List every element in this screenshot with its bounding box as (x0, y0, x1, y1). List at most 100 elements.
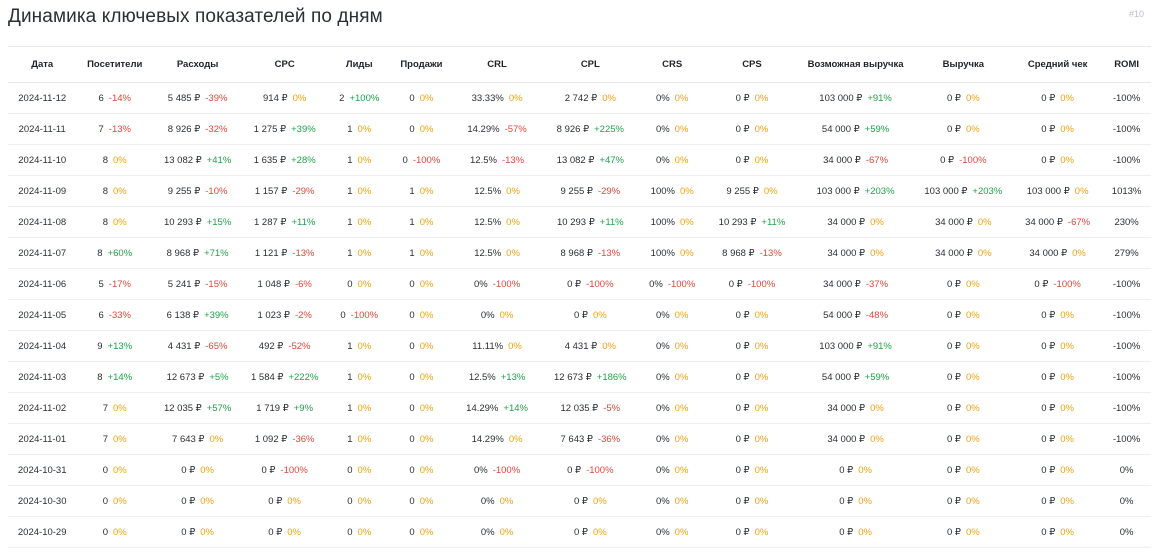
column-header-revenue[interactable]: Выручка (913, 46, 1014, 83)
cell-value: 9 255 ₽ (726, 185, 759, 197)
change-percent: -100% (280, 464, 308, 476)
cell-date: 2024-10-29 (8, 516, 77, 548)
cell-value: 0 ₽ (735, 526, 750, 538)
cell-value: 11.11% (472, 340, 504, 352)
cell-value: 0% (655, 309, 670, 321)
change-percent: -13% (759, 247, 782, 259)
change-percent: -52% (288, 340, 311, 352)
cell-cps: 0 ₽ 0% (706, 516, 798, 548)
cell-romi: 0% (1102, 454, 1151, 486)
change-percent: -65% (205, 340, 228, 352)
cell-value: 6 138 ₽ (166, 309, 200, 321)
cell-value: 14.29% (466, 402, 499, 414)
cell-value: 100% (650, 185, 675, 197)
column-header-crs[interactable]: CRS (637, 46, 707, 83)
cell-costs: 13 082 ₽ +41% (153, 144, 243, 176)
change-percent: 0% (292, 92, 307, 104)
cell-cps: 8 968 ₽ -13% (706, 237, 798, 269)
change-percent: 0% (965, 526, 980, 538)
cell-crs: 0% 0% (637, 516, 707, 548)
change-percent: 0% (1060, 495, 1074, 507)
change-percent: 0% (357, 154, 372, 166)
cell-cpl: 0 ₽ -100% (542, 454, 638, 486)
cell-value: 0 ₽ (839, 495, 854, 507)
change-percent: +222% (288, 371, 319, 383)
change-percent: +186% (596, 371, 627, 383)
cell-value: 1 (409, 185, 415, 197)
column-header-date[interactable]: Дата (8, 46, 77, 83)
change-percent: 0% (1060, 92, 1074, 104)
cell-visitors: 6 -14% (76, 82, 154, 114)
change-percent: -36% (292, 433, 315, 445)
change-percent: 0% (1060, 154, 1074, 166)
cell-date: 2024-11-07 (8, 237, 77, 269)
change-percent: 0% (209, 433, 224, 445)
cell-crl: 11.11% 0% (451, 330, 543, 362)
column-header-crl[interactable]: CRL (451, 46, 543, 83)
cell-cpc: 1 287 ₽ +11% (242, 206, 328, 238)
column-header-costs[interactable]: Расходы (153, 46, 243, 83)
cell-value: 0 (347, 495, 353, 507)
cell-romi: -100% (1102, 144, 1151, 176)
cell-crs: 100% 0% (637, 175, 707, 207)
cell-value: 0 (402, 154, 408, 166)
cell-value: 1 635 ₽ (253, 154, 287, 166)
change-percent: 0% (1072, 247, 1086, 259)
change-percent: -32% (205, 123, 228, 135)
cell-value: 0 (409, 402, 415, 414)
change-percent: 0% (674, 433, 689, 445)
cell-value: 5 (98, 278, 104, 290)
cell-value: 8 926 ₽ (556, 123, 590, 135)
change-percent: 0% (357, 247, 372, 259)
cell-value: -100% (1112, 402, 1141, 414)
cell-leads: 0 0% (327, 516, 392, 548)
column-header-possible-revenue[interactable]: Возможная выручка (797, 46, 914, 83)
change-percent: 0% (1060, 464, 1074, 476)
column-header-cps[interactable]: CPS (706, 46, 798, 83)
cell-costs: 8 968 ₽ +71% (153, 237, 243, 269)
column-header-leads[interactable]: Лиды (327, 46, 392, 83)
cell-value: 100% (650, 216, 675, 228)
table-row: 2024-11-11 7 -13% 8 926 ₽ -32% 1 275 ₽ +39% 1 0%… (8, 113, 1151, 145)
column-header-sales[interactable]: Продажи (391, 46, 452, 83)
column-header-visitors[interactable]: Посетители (76, 46, 154, 83)
cell-costs: 8 926 ₽ -32% (153, 113, 243, 145)
cell-value: 1 (347, 216, 353, 228)
cell-value: 14.29% (471, 433, 504, 445)
change-percent: 0% (200, 526, 214, 538)
cell-value: 100% (650, 247, 675, 259)
cell-cpl: 2 742 ₽ 0% (542, 82, 638, 114)
change-percent: 0% (357, 402, 372, 414)
cell-leads: 1 0% (327, 175, 392, 207)
table-row: 2024-11-09 8 0% 9 255 ₽ -10% 1 157 ₽ -29% 1 0% 1 0… (8, 175, 1151, 207)
cell-value: 12 035 ₽ (560, 402, 599, 414)
column-header-romi[interactable]: ROMI (1102, 46, 1151, 83)
cell-value: 9 255 ₽ (560, 185, 593, 197)
cell-crs: 0% 0% (637, 392, 707, 424)
cell-date: 2024-11-04 (8, 330, 77, 362)
column-header-cpc[interactable]: CPC (242, 46, 328, 83)
cell-cpc: 914 ₽ 0% (242, 82, 328, 114)
cell-possible-revenue: 34 000 ₽ 0% (797, 206, 914, 238)
cell-cpl: 8 926 ₽ +225% (542, 113, 638, 145)
cell-sales: 1 0% (391, 237, 452, 269)
column-header-avg-check[interactable]: Средний чек (1013, 46, 1103, 83)
cell-value: 34 000 ₽ (827, 216, 866, 228)
column-header-cpl[interactable]: CPL (542, 46, 638, 83)
cell-value: 1 048 ₽ (257, 278, 290, 290)
cell-cpc: 1 048 ₽ -6% (242, 268, 328, 300)
cell-value: 0 (102, 464, 108, 476)
cell-date: 2024-11-08 (8, 206, 77, 238)
cell-cps: 9 255 ₽ 0% (706, 175, 798, 207)
cell-costs: 12 035 ₽ +57% (153, 392, 243, 424)
cell-value: 0 ₽ (946, 92, 961, 104)
cell-value: 0 ₽ (946, 433, 961, 445)
cell-crl: 14.29% -57% (451, 113, 543, 145)
change-percent: 0% (592, 495, 607, 507)
cell-value: 0 ₽ (735, 309, 750, 321)
change-percent: -57% (504, 123, 527, 135)
cell-value: -100% (1112, 123, 1141, 135)
cell-value: 1 (347, 371, 353, 383)
change-percent: 0% (357, 526, 372, 538)
change-percent: 0% (357, 495, 372, 507)
